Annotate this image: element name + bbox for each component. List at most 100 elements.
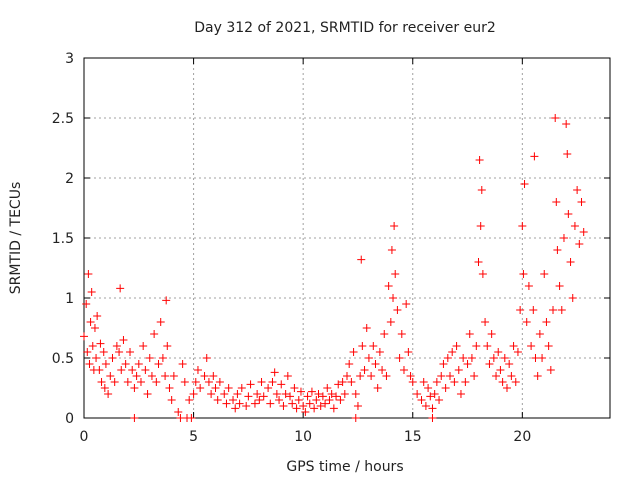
data-point: [456, 390, 465, 398]
data-point: [375, 348, 384, 356]
data-point: [264, 384, 273, 392]
data-point: [362, 324, 371, 332]
data-point: [126, 348, 135, 356]
data-point: [209, 372, 218, 380]
data-point: [505, 360, 514, 368]
x-tick-label: 10: [294, 429, 312, 445]
data-point: [237, 384, 246, 392]
data-point: [139, 342, 148, 350]
data-point: [549, 306, 558, 314]
data-point: [213, 396, 222, 404]
data-point: [568, 294, 577, 302]
data-point: [169, 372, 178, 380]
data-point: [387, 246, 396, 254]
data-point: [382, 372, 391, 380]
data-point: [519, 270, 528, 278]
data-point: [553, 246, 562, 254]
data-point: [106, 372, 115, 380]
y-tick-label: 3: [65, 51, 74, 67]
x-tick-label: 15: [404, 429, 422, 445]
data-point: [577, 198, 586, 206]
data-point: [292, 404, 301, 413]
data-point: [478, 270, 487, 278]
data-point: [136, 378, 145, 386]
data-point: [399, 366, 408, 374]
data-point: [325, 396, 334, 404]
data-point: [487, 330, 496, 338]
data-point: [570, 222, 579, 230]
data-point: [191, 378, 200, 386]
data-point: [345, 360, 354, 368]
data-point: [475, 156, 484, 164]
data-point: [347, 378, 356, 386]
data-point: [402, 300, 411, 308]
data-point: [130, 384, 139, 392]
data-point: [97, 378, 106, 386]
data-point: [338, 378, 347, 386]
data-point: [351, 390, 360, 398]
data-point: [551, 114, 560, 122]
data-point: [357, 255, 366, 264]
data-point: [373, 384, 382, 392]
data-point: [316, 402, 325, 410]
data-point: [428, 414, 437, 422]
y-tick-label: 1: [65, 291, 74, 307]
data-point: [424, 384, 433, 392]
data-point: [299, 402, 308, 410]
data-point: [119, 336, 128, 344]
data-point: [343, 372, 351, 380]
data-point: [476, 222, 485, 230]
data-point: [562, 120, 571, 128]
data-point: [95, 366, 104, 374]
data-point: [85, 360, 94, 368]
data-point: [96, 339, 105, 348]
data-point: [542, 318, 551, 326]
y-tick-label: 0.5: [52, 351, 74, 367]
x-tick-label: 5: [189, 429, 198, 445]
data-point: [246, 380, 255, 389]
data-point: [544, 342, 553, 350]
data-point: [272, 390, 281, 398]
data-point: [397, 330, 406, 338]
data-point: [494, 348, 503, 356]
y-tick-label: 2.5: [52, 111, 74, 127]
data-point: [524, 282, 533, 290]
data-point: [522, 318, 531, 326]
data-point: [167, 396, 176, 404]
data-point: [477, 186, 486, 194]
data-point: [378, 366, 387, 374]
data-point: [481, 318, 490, 326]
data-point: [459, 354, 468, 362]
data-point: [87, 288, 96, 296]
data-point: [279, 402, 288, 410]
data-point: [283, 372, 292, 380]
data-point: [257, 378, 266, 386]
data-point: [579, 228, 588, 236]
data-point: [426, 392, 435, 401]
data-point: [130, 414, 139, 422]
data-point: [446, 372, 455, 380]
data-point: [303, 392, 312, 401]
data-point: [318, 392, 327, 401]
data-point: [327, 390, 336, 398]
data-point: [511, 378, 520, 386]
data-point: [369, 342, 378, 350]
data-point: [312, 396, 321, 404]
data-point: [530, 152, 539, 161]
data-point: [485, 360, 494, 368]
data-point: [80, 332, 88, 341]
data-point: [461, 378, 470, 386]
data-point: [187, 414, 196, 422]
data-point: [492, 372, 501, 380]
x-axis-label: GPS time / hours: [286, 459, 403, 475]
data-point: [448, 348, 457, 356]
data-point: [432, 378, 441, 386]
data-point: [513, 348, 522, 356]
data-point: [200, 372, 209, 380]
data-point: [189, 390, 198, 398]
data-point: [489, 354, 498, 362]
data-point: [498, 378, 507, 386]
data-point: [156, 318, 165, 326]
data-point: [575, 240, 584, 248]
